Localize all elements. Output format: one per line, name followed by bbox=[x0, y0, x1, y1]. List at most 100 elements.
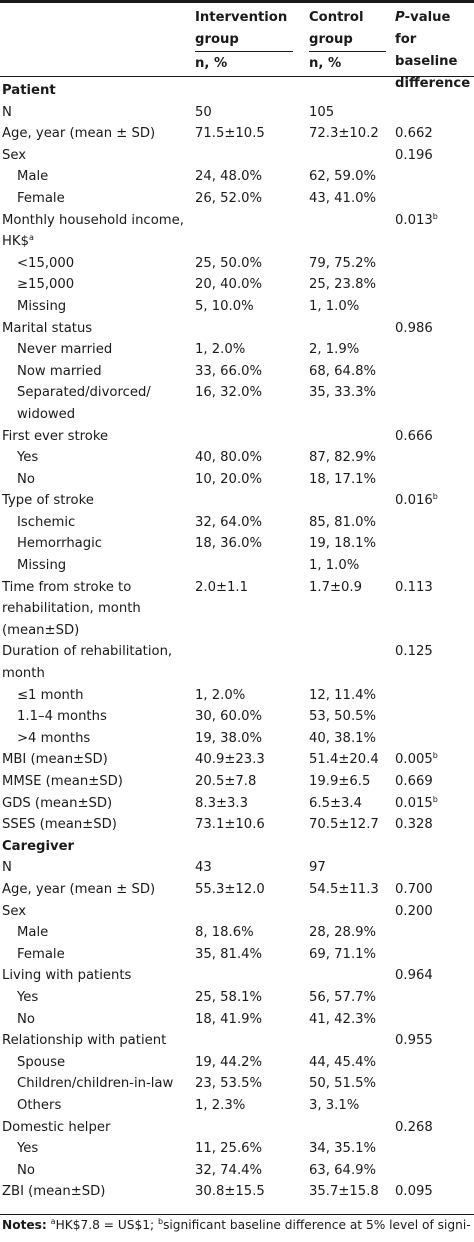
cell-value: 25, 58.1% bbox=[195, 989, 263, 1005]
row-label: MMSE (mean±SD) bbox=[2, 774, 123, 789]
header-control: Control group bbox=[309, 10, 364, 47]
cell-value: 32, 64.0% bbox=[195, 514, 263, 530]
cell-intervention: 10, 20.0% bbox=[195, 469, 262, 491]
table-row: SSES (mean±SD) 73.1±10.6 70.5±12.7 0.328 bbox=[0, 814, 474, 836]
row-label: No bbox=[17, 1162, 35, 1178]
cell-control: 41, 42.3% bbox=[309, 1009, 376, 1031]
cell-intervention: 40, 80.0% bbox=[195, 447, 262, 469]
cell-control: 40, 38.1% bbox=[309, 728, 376, 750]
cell-value: 1, 2.0% bbox=[195, 687, 246, 703]
cell-value: 8.3±3.3 bbox=[195, 795, 248, 811]
cell-value: 35, 81.4% bbox=[195, 946, 263, 962]
cell-control: 1, 1.0% bbox=[309, 555, 359, 577]
cell-control: 1.7±0.9 bbox=[309, 577, 362, 599]
cell-control: 79, 75.2% bbox=[309, 253, 376, 275]
cell-value: 24, 48.0% bbox=[195, 169, 263, 185]
row-label: Duration of rehabilitation, month bbox=[2, 644, 173, 682]
cell-value: 5, 10.0% bbox=[195, 298, 254, 314]
header-pvalue: P-value for baseline difference bbox=[395, 7, 474, 95]
cell-value: 33, 66.0% bbox=[195, 363, 263, 379]
row-label: MBI (mean±SD) bbox=[2, 752, 108, 768]
cell-pvalue: 0.669 bbox=[395, 771, 433, 793]
cell-value: 10, 20.0% bbox=[195, 471, 263, 487]
cell-value: 71.5±10.5 bbox=[195, 126, 265, 142]
pvalue-footnote: b bbox=[432, 492, 438, 502]
cell-control: 70.5±12.7 bbox=[309, 814, 379, 836]
row-label: Others bbox=[17, 1097, 62, 1113]
table-subrow: Yes 25, 58.1% 56, 57.7% bbox=[0, 987, 474, 1009]
cell-value: 35.7±15.8 bbox=[309, 1184, 379, 1200]
cell-value: 19, 18.1% bbox=[309, 536, 377, 552]
cell-value: 2.0±1.1 bbox=[195, 579, 248, 595]
cell-control: 35, 33.3% bbox=[309, 382, 376, 404]
cell-value: 20.5±7.8 bbox=[195, 774, 257, 789]
cell-pvalue: 0.196 bbox=[395, 145, 433, 167]
table-subrow: No 10, 20.0% 18, 17.1% bbox=[0, 469, 474, 491]
cell-control: 28, 28.9% bbox=[309, 922, 376, 944]
table-subrow: ≤1 month 1, 2.0% 12, 11.4% bbox=[0, 685, 474, 707]
row-label: Separated/divorced/ widowed bbox=[17, 385, 151, 422]
table-row: Sex 0.196 bbox=[0, 145, 474, 167]
row-label: Age, year (mean ± SD) bbox=[2, 881, 156, 897]
cell-intervention: 20.5±7.8 bbox=[195, 771, 256, 793]
notes-text-a: HK$7.8 = US$1; bbox=[55, 1218, 158, 1232]
cell-value: 0.095 bbox=[395, 1184, 433, 1200]
row-label: No bbox=[17, 471, 35, 487]
table-row: N 50 105 bbox=[0, 102, 474, 124]
cell-value: 79, 75.2% bbox=[309, 255, 377, 271]
row-label: Missing bbox=[17, 558, 67, 574]
cell-control: 3, 3.1% bbox=[309, 1095, 359, 1117]
cell-control: 35.7±15.8 bbox=[309, 1181, 379, 1203]
table-subrow: Others 1, 2.3% 3, 3.1% bbox=[0, 1095, 474, 1117]
row-label: Type of stroke bbox=[2, 493, 94, 509]
table-subrow: Yes 40, 80.0% 87, 82.9% bbox=[0, 447, 474, 469]
cell-pvalue: 0.016b bbox=[395, 490, 438, 512]
table-row: Age, year (mean ± SD) 71.5±10.5 72.3±10.2 0… bbox=[0, 123, 474, 145]
cell-intervention: 40.9±23.3 bbox=[195, 749, 265, 771]
row-label: Ischemic bbox=[17, 514, 76, 530]
cell-intervention: 32, 74.4% bbox=[195, 1160, 262, 1182]
table-bottom-rule bbox=[0, 1214, 474, 1215]
cell-value: 70.5±12.7 bbox=[309, 817, 379, 833]
row-label: Marital status bbox=[2, 320, 93, 336]
cell-pvalue: 0.662 bbox=[395, 123, 433, 145]
cell-intervention: 1, 2.0% bbox=[195, 685, 245, 707]
cell-control: 34, 35.1% bbox=[309, 1138, 376, 1160]
cell-pvalue: 0.113 bbox=[395, 577, 433, 599]
cell-intervention: 18, 36.0% bbox=[195, 533, 262, 555]
row-label: Monthly household income, HK$a bbox=[2, 212, 184, 250]
cell-value: 73.1±10.6 bbox=[195, 817, 265, 833]
row-label: Missing bbox=[17, 298, 67, 314]
cell-value: 0.013 bbox=[395, 212, 433, 228]
cell-pvalue: 0.964 bbox=[395, 965, 433, 987]
table-row: N 43 97 bbox=[0, 857, 474, 879]
cell-value: 62, 59.0% bbox=[309, 169, 377, 185]
cell-control: 50, 51.5% bbox=[309, 1073, 376, 1095]
cell-value: 1, 2.0% bbox=[195, 342, 246, 358]
table-body: Patient N 50 105 Age, year (mean ± SD) 71.5±1… bbox=[0, 80, 474, 1203]
cell-pvalue: 0.095 bbox=[395, 1181, 433, 1203]
cell-value: 50 bbox=[195, 104, 212, 120]
notes-sup-b: b bbox=[157, 1217, 164, 1226]
cell-intervention: 25, 58.1% bbox=[195, 987, 262, 1009]
cell-intervention: 8, 18.6% bbox=[195, 922, 254, 944]
cell-value: 18, 41.9% bbox=[195, 1011, 263, 1027]
cell-value: 35, 33.3% bbox=[309, 385, 377, 401]
table-row: Sex 0.200 bbox=[0, 901, 474, 923]
cell-intervention: 71.5±10.5 bbox=[195, 123, 265, 145]
cell-pvalue: 0.015b bbox=[395, 793, 438, 815]
cell-control: 1, 1.0% bbox=[309, 296, 359, 318]
pvalue-footnote: b bbox=[432, 211, 438, 221]
header-rule bbox=[0, 76, 474, 77]
cell-value: 1, 2.3% bbox=[195, 1097, 246, 1113]
row-label: Caregiver bbox=[2, 838, 75, 854]
cell-control: 69, 71.1% bbox=[309, 944, 376, 966]
row-label: Never married bbox=[17, 342, 113, 358]
cell-intervention: 19, 44.2% bbox=[195, 1052, 262, 1074]
cell-control: 53, 50.5% bbox=[309, 706, 376, 728]
row-label: SSES (mean±SD) bbox=[2, 817, 117, 833]
cell-intervention: 19, 38.0% bbox=[195, 728, 262, 750]
table-row: Duration of rehabilitation, month 0.125 bbox=[0, 641, 474, 684]
cell-value: 40, 38.1% bbox=[309, 730, 377, 746]
cell-intervention: 2.0±1.1 bbox=[195, 577, 248, 599]
